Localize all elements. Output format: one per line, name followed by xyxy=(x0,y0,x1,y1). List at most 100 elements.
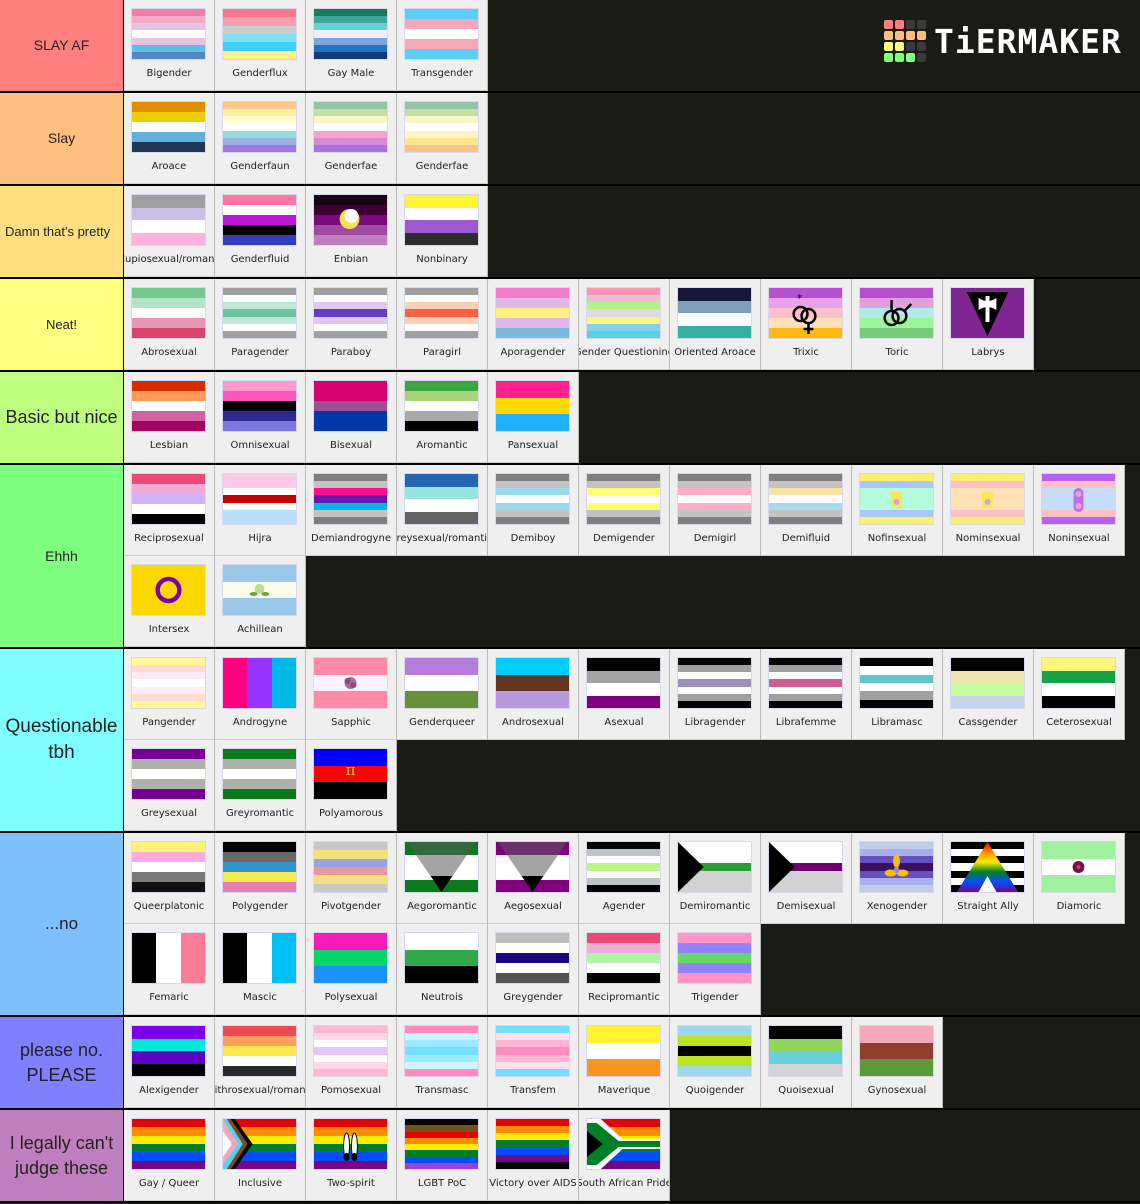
item-label: Polygender xyxy=(232,901,288,912)
tier-item[interactable]: Sapphic xyxy=(306,649,397,740)
tier-item[interactable]: Paragirl xyxy=(397,279,488,370)
tier-item[interactable]: Achillean xyxy=(215,556,306,647)
tier-item[interactable]: Demigirl xyxy=(670,465,761,556)
tier-item[interactable]: Straight Ally xyxy=(943,833,1034,924)
tier-item[interactable]: Bisexual xyxy=(306,372,397,463)
tier-item[interactable]: Mascic xyxy=(215,924,306,1015)
tier-item[interactable]: π Polyamorous xyxy=(306,740,397,831)
tier-item[interactable]: Greysexual xyxy=(124,740,215,831)
tier-item[interactable]: Aromantic xyxy=(397,372,488,463)
tier-item[interactable]: Libragender xyxy=(670,649,761,740)
tier-item[interactable]: Polysexual xyxy=(306,924,397,1015)
tier-item[interactable]: Cassgender xyxy=(943,649,1034,740)
tier-item[interactable]: Lithrosexual/romantic xyxy=(215,1017,306,1108)
tier-item[interactable]: Nofinsexual xyxy=(852,465,943,556)
tier-item[interactable]: Maverique xyxy=(579,1017,670,1108)
tier-item[interactable]: Lesbian xyxy=(124,372,215,463)
tier-item[interactable]: Genderfae xyxy=(397,93,488,184)
tier-item[interactable]: Trigender xyxy=(670,924,761,1015)
tier-item[interactable]: Androgyne xyxy=(215,649,306,740)
tier-label[interactable]: Damn that's pretty xyxy=(0,186,124,277)
tier-item[interactable]: Genderfae xyxy=(306,93,397,184)
tier-item[interactable]: Gay Male xyxy=(306,0,397,91)
tier-label[interactable]: Basic but nice xyxy=(0,372,124,463)
tier-item[interactable]: Alexigender xyxy=(124,1017,215,1108)
tier-item[interactable]: Aegosexual xyxy=(488,833,579,924)
tier-item[interactable]: Demiboy xyxy=(488,465,579,556)
tier-label[interactable]: ...no xyxy=(0,833,124,1015)
tier-item[interactable]: Demisexual xyxy=(761,833,852,924)
tier-item[interactable]: Toric xyxy=(852,279,943,370)
tier-item[interactable]: Transgender xyxy=(397,0,488,91)
tier-item[interactable]: Transmasc xyxy=(397,1017,488,1108)
tier-item[interactable]: Xenogender xyxy=(852,833,943,924)
tier-item[interactable]: LGBT PoC xyxy=(397,1110,488,1201)
tier-label[interactable]: I legally can't judge these xyxy=(0,1110,124,1201)
tier-item[interactable]: Aporagender xyxy=(488,279,579,370)
tier-item[interactable]: Inclusive xyxy=(215,1110,306,1201)
tier-item[interactable]: Femaric xyxy=(124,924,215,1015)
tier-item[interactable]: Pomosexual xyxy=(306,1017,397,1108)
tier-item[interactable]: Pangender xyxy=(124,649,215,740)
tier-item[interactable]: Greygender xyxy=(488,924,579,1015)
tier-label[interactable]: please no. PLEASE xyxy=(0,1017,124,1108)
tier-item[interactable]: Agender xyxy=(579,833,670,924)
tier-item[interactable]: Androsexual xyxy=(488,649,579,740)
tier-item[interactable]: Demiandrogyne xyxy=(306,465,397,556)
tier-item[interactable]: Freysexual/romantic xyxy=(397,465,488,556)
tier-item[interactable]: Omnisexual xyxy=(215,372,306,463)
tier-item[interactable]: Ceterosexual xyxy=(1034,649,1125,740)
tier-item[interactable]: Aegoromantic xyxy=(397,833,488,924)
tier-item[interactable]: Victory over AIDS xyxy=(488,1110,579,1201)
tier-item[interactable]: Reciprosexual xyxy=(124,465,215,556)
tier-item[interactable]: Quoisexual xyxy=(761,1017,852,1108)
tier-item[interactable]: Genderflux xyxy=(215,0,306,91)
tier-item[interactable]: Demiromantic xyxy=(670,833,761,924)
tier-label[interactable]: Ehhh xyxy=(0,465,124,647)
tier-item[interactable]: Pivotgender xyxy=(306,833,397,924)
tier-item[interactable]: Gay / Queer xyxy=(124,1110,215,1201)
tier-item[interactable]: Neutrois xyxy=(397,924,488,1015)
tier-item[interactable]: Diamoric xyxy=(1034,833,1125,924)
tier-item[interactable]: Queerplatonic xyxy=(124,833,215,924)
tier-item[interactable]: Transfem xyxy=(488,1017,579,1108)
tier-item[interactable]: Hijra xyxy=(215,465,306,556)
tier-item[interactable]: South African Pride xyxy=(579,1110,670,1201)
tier-item[interactable]: Two-spirit xyxy=(306,1110,397,1201)
tier-item[interactable]: Noninsexual xyxy=(1034,465,1125,556)
tier-item[interactable]: Genderfluid xyxy=(215,186,306,277)
tier-item[interactable]: Abrosexual xyxy=(124,279,215,370)
tier-item[interactable]: Greyromantic xyxy=(215,740,306,831)
tier-item[interactable]: Bigender xyxy=(124,0,215,91)
tier-item[interactable]: Gynosexual xyxy=(852,1017,943,1108)
tier-item[interactable]: Recipromantic xyxy=(579,924,670,1015)
tier-item[interactable]: Enbian xyxy=(306,186,397,277)
tier-item[interactable]: Polygender xyxy=(215,833,306,924)
tier-item[interactable]: Genderqueer xyxy=(397,649,488,740)
tier-item[interactable]: Demigender xyxy=(579,465,670,556)
tier-item[interactable]: Oriented Aroace xyxy=(670,279,761,370)
tier-item[interactable]: Librafemme xyxy=(761,649,852,740)
tier-label[interactable]: SLAY AF xyxy=(0,0,124,91)
tier-item[interactable]: Gender Questioning xyxy=(579,279,670,370)
tier-item[interactable]: Cupiosexual/romantic xyxy=(124,186,215,277)
tier-item[interactable]: Labrys xyxy=(943,279,1034,370)
flag-stripe xyxy=(314,309,387,317)
tier-item[interactable]: * Trixic xyxy=(761,279,852,370)
tier-label[interactable]: Slay xyxy=(0,93,124,184)
tier-item[interactable]: Libramasc xyxy=(852,649,943,740)
tier-item[interactable]: Asexual xyxy=(579,649,670,740)
tier-item[interactable]: Nonbinary xyxy=(397,186,488,277)
tier-item[interactable]: Aroace xyxy=(124,93,215,184)
tier-item[interactable]: Nominsexual xyxy=(943,465,1034,556)
tier-item[interactable]: Genderfaun xyxy=(215,93,306,184)
tier-item[interactable]: Demifluid xyxy=(761,465,852,556)
flag-image xyxy=(314,288,387,338)
tier-item[interactable]: Paraboy xyxy=(306,279,397,370)
tier-label[interactable]: Questionable tbh xyxy=(0,649,124,831)
tier-item[interactable]: Paragender xyxy=(215,279,306,370)
tier-item[interactable]: Quoigender xyxy=(670,1017,761,1108)
tier-item[interactable]: Intersex xyxy=(124,556,215,647)
tier-label[interactable]: Neat! xyxy=(0,279,124,370)
tier-item[interactable]: Pansexual xyxy=(488,372,579,463)
